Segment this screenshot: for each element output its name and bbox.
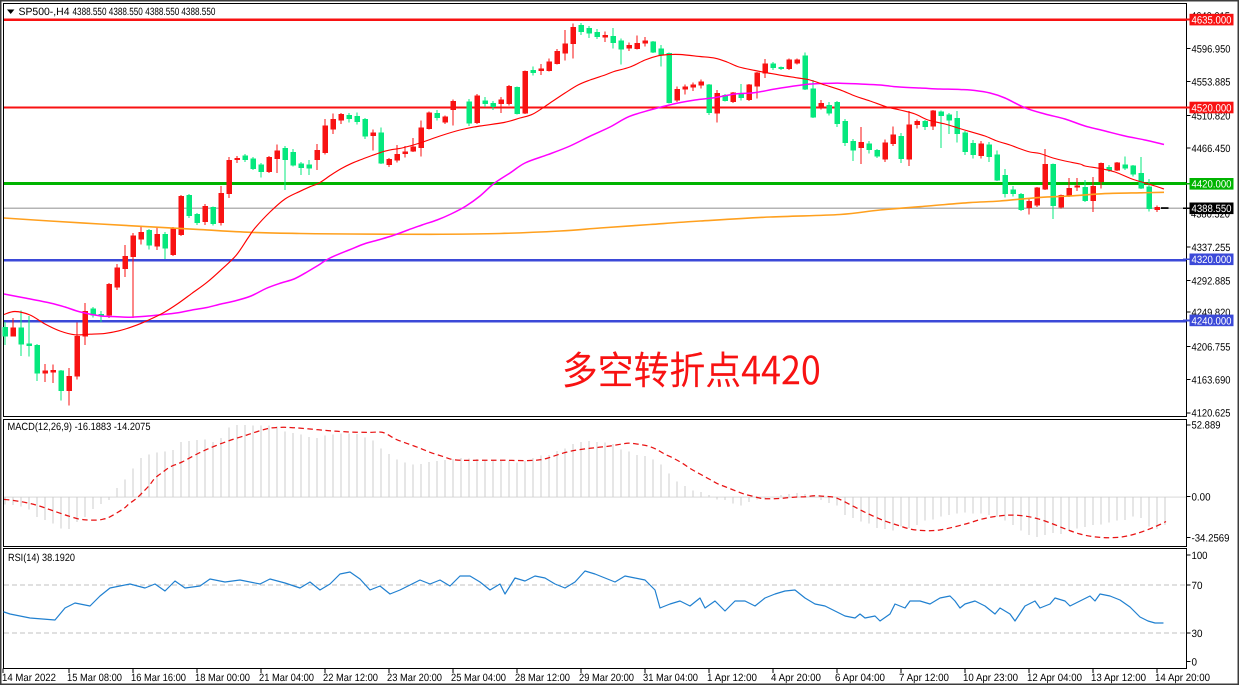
svg-text:18 Mar 00:00: 18 Mar 00:00: [195, 672, 250, 684]
svg-text:4120.625: 4120.625: [1192, 408, 1231, 420]
svg-text:13 Apr 12:00: 13 Apr 12:00: [1091, 672, 1146, 684]
svg-text:4466.450: 4466.450: [1192, 143, 1231, 155]
svg-text:23 Mar 20:00: 23 Mar 20:00: [387, 672, 442, 684]
svg-text:31 Mar 04:00: 31 Mar 04:00: [643, 672, 698, 684]
svg-text:4292.885: 4292.885: [1192, 275, 1231, 287]
svg-text:4388.550: 4388.550: [1192, 203, 1232, 215]
svg-text:10 Apr 23:00: 10 Apr 23:00: [963, 672, 1018, 684]
svg-text:6 Apr 04:00: 6 Apr 04:00: [835, 672, 885, 684]
svg-text:14 Apr 20:00: 14 Apr 20:00: [1155, 672, 1210, 684]
svg-text:22 Mar 12:00: 22 Mar 12:00: [323, 672, 378, 684]
svg-text:4635.000: 4635.000: [1192, 15, 1232, 27]
svg-text:4520.000: 4520.000: [1192, 102, 1232, 114]
svg-text:70: 70: [1192, 580, 1203, 592]
svg-text:16 Mar 16:00: 16 Mar 16:00: [131, 672, 186, 684]
svg-text:4388.550: 4388.550: [181, 6, 215, 18]
svg-text:4553.885: 4553.885: [1192, 76, 1231, 88]
svg-text:-34.2569: -34.2569: [1192, 533, 1230, 545]
svg-text:0: 0: [1192, 656, 1198, 668]
svg-text:4388.550: 4388.550: [109, 6, 143, 18]
svg-text:4420.000: 4420.000: [1192, 179, 1232, 191]
svg-text:25 Mar 04:00: 25 Mar 04:00: [451, 672, 506, 684]
svg-text:4596.950: 4596.950: [1192, 44, 1231, 56]
svg-text:12 Apr 04:00: 12 Apr 04:00: [1027, 672, 1082, 684]
svg-text:0.00: 0.00: [1192, 492, 1211, 504]
svg-text:4320.000: 4320.000: [1192, 254, 1232, 266]
svg-text:15 Mar 08:00: 15 Mar 08:00: [67, 672, 122, 684]
svg-text:52.889: 52.889: [1192, 420, 1221, 432]
svg-text:4240.000: 4240.000: [1192, 315, 1232, 327]
svg-text:4206.755: 4206.755: [1192, 342, 1231, 354]
svg-text:14 Mar 2022: 14 Mar 2022: [2, 672, 56, 684]
svg-text:4388.550: 4388.550: [73, 6, 107, 18]
svg-text:4163.690: 4163.690: [1192, 375, 1231, 387]
svg-text:29 Mar 20:00: 29 Mar 20:00: [579, 672, 634, 684]
svg-text:4510.820: 4510.820: [1192, 110, 1231, 122]
svg-text:100: 100: [1192, 550, 1208, 562]
svg-text:28 Mar 12:00: 28 Mar 12:00: [515, 672, 570, 684]
svg-text:4388.550: 4388.550: [145, 6, 179, 18]
svg-text:4337.255: 4337.255: [1192, 242, 1231, 254]
svg-text:21 Mar 04:00: 21 Mar 04:00: [259, 672, 314, 684]
svg-text:SP500-,H4: SP500-,H4: [19, 6, 70, 18]
svg-text:MACD(12,26,9) -16.1883 -14.207: MACD(12,26,9) -16.1883 -14.2075: [8, 421, 151, 433]
svg-text:4 Apr 20:00: 4 Apr 20:00: [771, 672, 821, 684]
svg-text:1 Apr 12:00: 1 Apr 12:00: [707, 672, 757, 684]
svg-text:7 Apr 12:00: 7 Apr 12:00: [899, 672, 949, 684]
svg-text:30: 30: [1192, 628, 1203, 640]
svg-text:RSI(14) 38.1920: RSI(14) 38.1920: [8, 552, 75, 564]
